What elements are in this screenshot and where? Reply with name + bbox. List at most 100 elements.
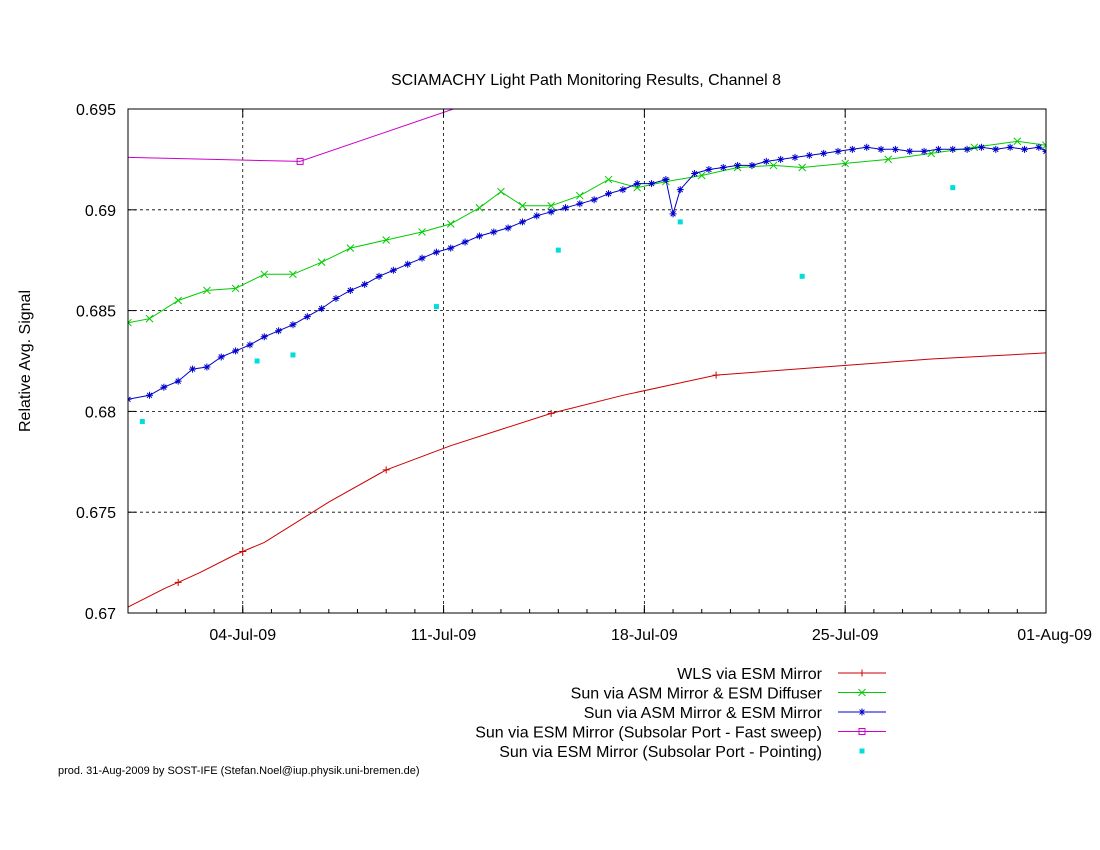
data-point [970,143,979,152]
data-point [432,248,440,256]
axis-ticks: 0.67 0.675 0.68 0.685 0.69 0.695 04-Jul-09 11-J… [76,102,1092,644]
data-point [906,147,914,155]
data-point [289,270,297,279]
data-point [475,232,483,240]
data-point [676,186,684,194]
y-tick-label: 0.675 [76,505,116,522]
legend-marker [858,669,866,677]
data-point [841,159,850,168]
series-1 [128,352,1046,608]
series-line [128,140,1046,324]
legend-marker [859,748,865,754]
data-point [1020,145,1028,153]
data-point [748,161,756,169]
chart-title: SCIAMACHY Light Path Monitoring Results,… [391,72,781,89]
data-point [820,149,828,157]
data-point [992,145,1000,153]
legend-marker [858,728,866,735]
data-point [547,208,555,216]
data-point [174,578,182,586]
data-point [475,203,484,212]
grid-lines [128,109,1046,613]
data-point [346,286,354,294]
data-point [361,280,369,288]
data-point [1035,143,1043,151]
data-point [848,145,856,153]
data-point [461,238,469,246]
series-4 [128,109,455,165]
data-point [576,200,584,208]
data-point [605,190,613,198]
data-point [189,365,197,373]
legend-item: Sun via ESM Mirror (Subsolar Port - Fast… [475,725,886,742]
data-point [619,186,627,194]
data-point [697,171,706,180]
data-point [1006,143,1014,151]
y-tick-label: 0.69 [85,203,116,220]
data-point [146,391,154,399]
y-tick-label: 0.695 [76,102,116,119]
data-point [734,161,742,169]
data-point [418,254,426,262]
data-point [633,180,641,188]
data-point [404,260,412,268]
data-point [518,201,527,210]
data-point [561,204,569,212]
legend-item: WLS via ESM Mirror [677,666,886,683]
data-point [174,296,183,305]
data-point [332,295,340,303]
data-point [317,258,326,267]
legend-label: Sun via ESM Mirror (Subsolar Port - Fast… [475,725,822,742]
legend: WLS via ESM Mirror Sun via ASM Mirror & E… [475,666,886,761]
legend-item: Sun via ESM Mirror (Subsolar Port - Poin… [499,744,865,761]
data-point [949,145,957,153]
data-point [1013,137,1022,146]
data-point [346,244,355,252]
data-point [375,272,383,280]
data-point [777,155,785,163]
data-point [260,270,269,279]
data-point [382,466,390,474]
data-point [669,210,677,218]
data-point [590,196,598,204]
data-point [677,219,683,225]
data-point [128,318,132,327]
data-point [977,143,985,151]
x-tick-label: 18-Jul-09 [611,627,678,644]
data-point [547,409,555,417]
x-tick-label: 01-Aug-09 [1017,627,1092,644]
legend-marker [858,688,866,697]
data-point [604,175,613,184]
data-point [863,143,871,151]
data-point [934,145,942,153]
data-point [203,286,211,295]
data-point [769,161,778,170]
data-point [497,187,505,196]
data-point [799,273,805,279]
data-point [504,224,512,232]
data-point [254,358,260,364]
legend-label: Sun via ASM Mirror & ESM Diffuser [571,686,823,703]
legend-label: WLS via ESM Mirror [677,666,823,683]
y-axis-label: Relative Avg. Signal [17,290,34,432]
y-tick-label: 0.67 [85,606,116,623]
legend-marker [858,708,866,716]
y-tick-label: 0.68 [85,404,116,421]
x-tick-label: 25-Jul-09 [812,627,879,644]
series-3 [128,143,1046,403]
data-point [160,383,168,391]
data-point [555,247,561,253]
data-point [145,314,154,323]
data-point [303,313,311,321]
data-point [575,191,584,200]
production-credit: prod. 31-Aug-2009 by SOST-IFE (Stefan.No… [58,765,420,777]
data-point [174,377,182,385]
data-point [275,327,283,335]
data-point [231,284,240,293]
data-point [217,353,225,361]
data-point [891,145,899,153]
data-point [490,228,498,236]
x-tick-label: 11-Jul-09 [411,627,477,644]
data-point [950,185,956,191]
